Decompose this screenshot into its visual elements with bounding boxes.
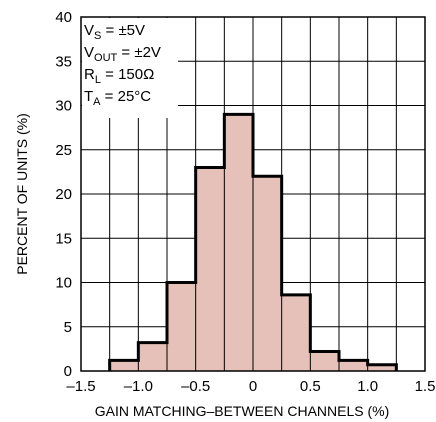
- x-tick-label: 1.5: [415, 378, 436, 395]
- plot-frame: [80, 16, 426, 372]
- y-tick-label: 15: [55, 230, 72, 247]
- y-tick-labels: 0 5 10 15 20 25 30 35 40: [55, 9, 72, 380]
- histogram-bar: [138, 342, 167, 371]
- y-tick-label: 25: [55, 142, 72, 159]
- condition-line: RL = 150Ω: [84, 66, 154, 86]
- condition-line: TA = 25°C: [84, 88, 151, 108]
- y-tick-label: 0: [64, 363, 72, 380]
- histogram-bar: [109, 360, 139, 371]
- x-tick-labels: –1.5 –1.0 –0.5 0 0.5 1.0 1.5: [66, 378, 435, 395]
- y-tick-label: 35: [55, 53, 72, 70]
- x-tick-label: 0.5: [300, 378, 321, 395]
- histogram-outline: [108, 112, 398, 371]
- y-tick-label: 40: [55, 9, 72, 26]
- y-axis-label: PERCENT OF UNITS (%): [14, 113, 30, 275]
- x-tick-label: –1.5: [66, 378, 95, 395]
- histogram-bar: [310, 351, 339, 371]
- x-tick-label: 1.0: [357, 378, 378, 395]
- y-tick-label: 10: [55, 275, 72, 292]
- condition-line: VS = ±5V: [84, 22, 145, 42]
- x-tick-label: –0.5: [181, 378, 210, 395]
- histogram-bar: [253, 176, 282, 371]
- x-tick-label: –1.0: [124, 378, 153, 395]
- y-tick-label: 30: [55, 98, 72, 115]
- histogram-bar: [281, 294, 311, 371]
- y-tick-label: 5: [64, 319, 72, 336]
- conditions-box: [82, 18, 178, 118]
- histogram-bar: [195, 167, 225, 371]
- histogram-bar: [367, 364, 397, 371]
- histogram-bars: [108, 112, 398, 371]
- histogram-bar: [224, 114, 253, 371]
- histogram-bar: [167, 282, 196, 371]
- x-axis-label: GAIN MATCHING–BETWEEN CHANNELS (%): [95, 403, 390, 419]
- x-tick-label: 0: [249, 378, 257, 395]
- histogram-bar: [339, 360, 368, 371]
- y-tick-label: 20: [55, 186, 72, 203]
- condition-line: VOUT = ±2V: [84, 44, 161, 64]
